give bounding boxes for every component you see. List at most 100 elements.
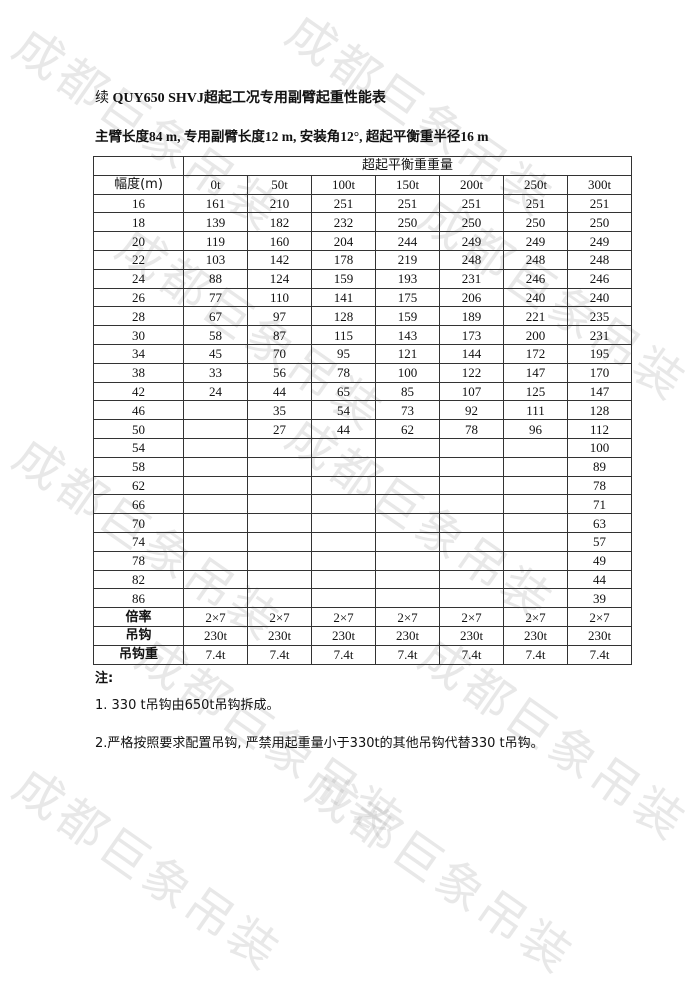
load-cell [439,588,504,609]
note-item: 2.严格按照要求配置吊钩, 严禁用起重量小于330t的其他吊钩代替330 t吊钩… [95,736,544,751]
load-cell: 62 [375,419,440,439]
load-cell: 231 [567,325,632,345]
load-cell: 85 [375,381,440,402]
load-cell [375,437,440,458]
load-cell: 141 [311,287,376,308]
load-cell [503,475,568,496]
load-cell: 97 [247,306,312,327]
table-row: 42 24 44 65 85 107 125 147 [93,381,632,402]
header-empty-cell [93,156,184,176]
load-cell: 70 [247,343,312,364]
footer-cell: 7.4t [567,644,632,665]
load-cell: 119 [183,231,248,251]
load-cell: 115 [311,325,376,345]
load-cell: 251 [567,193,632,214]
table-row: 58 89 [93,456,632,477]
radius-cell: 26 [93,287,184,308]
load-cell [439,437,504,458]
load-cell: 170 [567,362,632,383]
load-cell [183,569,248,590]
table-row: 66 71 [93,494,632,515]
table-footer-row: 吊钩 230t 230t 230t 230t 230t 230t 230t [93,625,632,646]
load-cell [311,550,376,571]
column-header: 300t [567,174,632,195]
table-row: 28 67 97 128 159 189 221 235 [93,306,632,327]
load-cell [247,456,312,477]
load-cell: 24 [183,381,248,402]
load-cell: 204 [311,231,376,251]
load-cell: 250 [503,212,568,233]
load-cell: 210 [247,193,312,214]
load-cell: 251 [439,193,504,214]
column-header: 100t [311,174,376,195]
table-row: 16 161 210 251 251 251 251 251 [93,193,632,214]
table-row: 22 103 142 178 219 248 248 248 [93,249,632,270]
load-cell: 195 [567,343,632,364]
load-cell: 124 [247,268,312,289]
load-cell [439,494,504,515]
load-cell [311,475,376,496]
load-cell: 78 [439,419,504,439]
notes-heading: 注: [95,671,114,686]
load-cell: 92 [439,400,504,421]
load-cell [503,456,568,477]
load-cell [183,513,248,533]
load-cell: 57 [567,531,632,552]
load-cell: 77 [183,287,248,308]
load-cell: 250 [375,212,440,233]
load-cell [311,456,376,477]
load-cell: 248 [567,249,632,270]
load-cell [375,494,440,515]
footer-cell: 230t [183,625,248,646]
load-cell: 250 [439,212,504,233]
column-header: 150t [375,174,440,195]
load-cell: 172 [503,343,568,364]
load-cell [247,494,312,515]
footer-cell: 2×7 [247,607,312,627]
load-cell: 27 [247,419,312,439]
footer-label: 吊钩 [93,625,184,646]
table-row: 46 35 54 73 92 111 128 [93,400,632,421]
load-cell: 128 [311,306,376,327]
load-cell: 88 [183,268,248,289]
table-row: 54 100 [93,437,632,458]
table-header-row: 超起平衡重重量 [93,156,632,176]
load-cell [183,419,248,439]
footer-cell: 2×7 [183,607,248,627]
load-cell [183,475,248,496]
load-cell: 159 [375,306,440,327]
load-cell: 143 [375,325,440,345]
radius-cell: 62 [93,475,184,496]
radius-cell: 66 [93,494,184,515]
load-cell: 35 [247,400,312,421]
load-cell [503,513,568,533]
footer-cell: 7.4t [439,644,504,665]
load-cell [503,437,568,458]
load-cell [247,437,312,458]
load-cell: 54 [311,400,376,421]
footer-label: 倍率 [93,607,184,627]
load-cell: 251 [375,193,440,214]
load-cell: 100 [567,437,632,458]
load-cell: 67 [183,306,248,327]
load-cell: 33 [183,362,248,383]
title-text: QUY650 SHVJ超起工况专用副臂起重性能表 [112,91,386,106]
load-cell: 65 [311,381,376,402]
table-row: 70 63 [93,513,632,533]
radius-cell: 58 [93,456,184,477]
load-cell [311,513,376,533]
load-cell: 189 [439,306,504,327]
load-cell: 110 [247,287,312,308]
load-cell [247,531,312,552]
footer-cell: 7.4t [503,644,568,665]
load-cell [375,531,440,552]
footer-cell: 230t [375,625,440,646]
load-cell: 248 [439,249,504,270]
load-cell: 45 [183,343,248,364]
footer-cell: 230t [311,625,376,646]
load-cell: 78 [567,475,632,496]
load-cell: 249 [567,231,632,251]
table-column-header-row: 幅度(m) 0t 50t 100t 150t 200t 250t 300t [93,174,632,195]
load-cell: 182 [247,212,312,233]
footer-cell: 7.4t [375,644,440,665]
